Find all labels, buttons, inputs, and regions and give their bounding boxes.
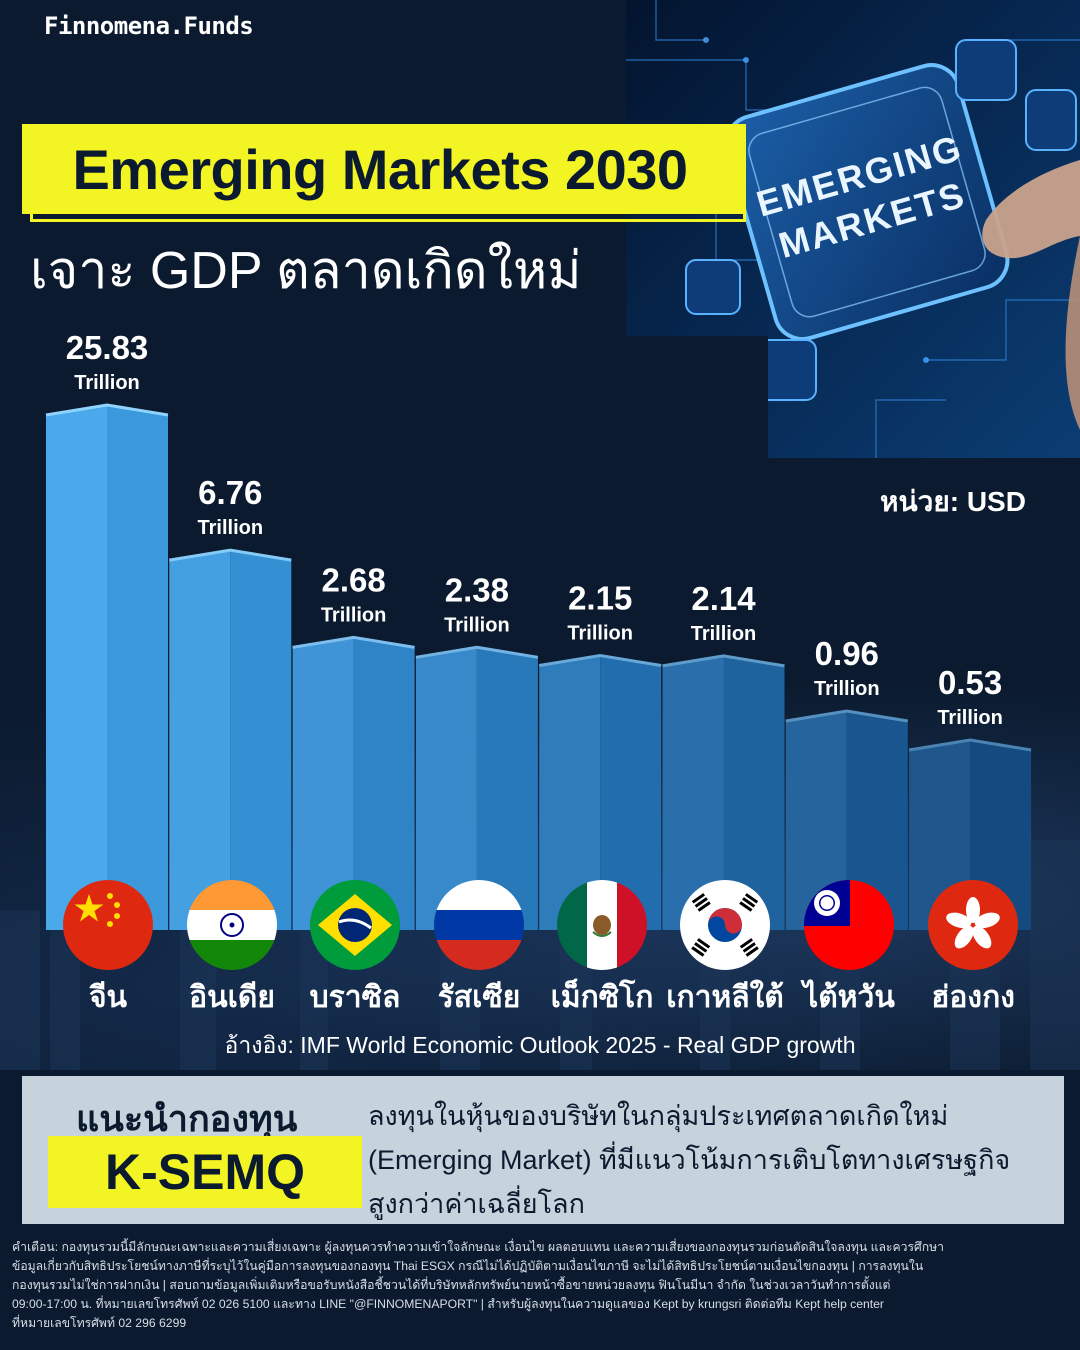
fund-description-line: สูงกว่าค่าเฉลี่ยโลก (368, 1189, 585, 1219)
unit-label: หน่วย: USD (880, 486, 1026, 517)
south-korea-flag-icon (680, 880, 770, 970)
bar-face-left (662, 655, 724, 930)
promo-label: แนะนำกองทุน (76, 1098, 298, 1139)
brand-logo: Finnomena.Funds (44, 12, 254, 40)
bar-value-label: 2.68 (321, 561, 385, 598)
bar-ridge (785, 709, 909, 723)
bar-ridge (169, 548, 292, 562)
country-label-south-korea: เกาหลีใต้ (666, 981, 784, 1014)
russia-flag-icon (434, 880, 524, 970)
page-title: Emerging Markets 2030 (72, 137, 688, 201)
disclaimer-line: กองทุนรวมไม่ใช่การฝากเงิน | สอบถามข้อมูล… (12, 1278, 891, 1292)
bar-ridge (662, 654, 785, 668)
bar-face-right (230, 550, 292, 930)
fund-description-line: ลงทุนในหุ้นของบริษัทในกลุ่มประเทศตลาดเกิ… (368, 1101, 949, 1131)
mexico-flag-icon (557, 880, 647, 970)
country-label-hong-kong: ฮ่องกง (931, 981, 1015, 1014)
india-flag-icon (187, 880, 277, 970)
bar-value-label: 2.38 (445, 571, 509, 608)
bar-ridge (45, 403, 169, 417)
bar-5 (662, 654, 785, 930)
disclaimer-line: ข้อมูลเกี่ยวกับสิทธิประโยชน์ทางภาษีที่ระ… (12, 1259, 924, 1273)
bar-face-right (600, 655, 662, 930)
bar-ridge (538, 654, 662, 668)
source-citation: อ้างอิง: IMF World Economic Outlook 2025… (224, 1032, 856, 1058)
bar-ridge (292, 635, 415, 649)
disclaimer: คำเตือน: กองทุนรวมนี้มีลักษณะเฉพาะและควา… (12, 1238, 1068, 1333)
bar-value-label: 6.76 (198, 474, 262, 511)
bar-ridge (908, 738, 1032, 752)
title-box (22, 124, 746, 214)
bar-unit-label: Trillion (691, 623, 757, 645)
bar-face-left (169, 550, 231, 930)
gdp-bar-chart: 25.83 Trillion 6.76 Trillion 2.68 Trillion 2.3… (45, 329, 1032, 930)
disclaimer-line: 09:00-17:00 น. ที่หมายเลขโทรศัพท์ 02 026… (12, 1297, 884, 1311)
country-label-china: จีน (88, 981, 128, 1014)
disclaimer-line: ที่หมายเลขโทรศัพท์ 02 296 6299 (12, 1316, 187, 1330)
bar-ridge (415, 645, 539, 659)
bar-6 (785, 709, 909, 930)
taiwan-flag-icon (804, 880, 894, 970)
fund-description: ลงทุนในหุ้นของบริษัทในกลุ่มประเทศตลาดเกิ… (368, 1094, 1048, 1226)
bar-face-left (415, 647, 477, 930)
country-label-russia: รัสเซีย (437, 981, 521, 1014)
bar-4 (538, 654, 662, 930)
bar-face-right (107, 405, 168, 930)
bar-face-left (785, 711, 847, 930)
country-label-brazil: บราซิล (309, 981, 401, 1014)
china-flag-icon (63, 880, 153, 970)
country-label-taiwan: ไต้หวัน (803, 981, 895, 1014)
bar-face-right (353, 637, 415, 930)
bar-face-left (292, 637, 354, 930)
hong-kong-flag-icon (928, 880, 1018, 970)
bar-face-right (846, 711, 908, 930)
bar-value-label: 0.53 (938, 664, 1002, 701)
bar-value-label: 2.14 (691, 580, 756, 617)
bar-unit-label: Trillion (814, 678, 880, 700)
hero-notch (626, 336, 768, 458)
bar-unit-label: Trillion (198, 517, 264, 539)
bar-unit-label: Trillion (321, 604, 387, 626)
country-label-mexico: เม็กซิโก (550, 981, 654, 1014)
country-label-india: อินเดีย (189, 981, 275, 1014)
bar-unit-label: Trillion (937, 707, 1003, 729)
bar-2 (292, 635, 415, 930)
bar-unit-label: Trillion (567, 623, 633, 645)
bar-1 (169, 548, 292, 930)
bar-value-label: 0.96 (815, 635, 879, 672)
bar-unit-label: Trillion (74, 372, 140, 394)
bar-value-label: 2.15 (568, 580, 632, 617)
bar-face-left (539, 655, 601, 930)
page-subtitle: เจาะ GDP ตลาดเกิดใหม่ (30, 242, 582, 300)
fund-name-badge: K-SEMQ (48, 1136, 362, 1208)
bar-3 (415, 645, 539, 930)
bar-face-left (46, 405, 107, 930)
bar-face-right (476, 647, 538, 930)
bar-unit-label: Trillion (444, 614, 510, 636)
bar-face-right (723, 655, 785, 930)
bar-value-label: 25.83 (66, 329, 149, 366)
bar-0 (45, 403, 169, 930)
fund-description-line: (Emerging Market) ที่มีแนวโน้มการเติบโตท… (368, 1145, 1011, 1175)
brazil-flag-icon (310, 880, 400, 970)
disclaimer-line: คำเตือน: กองทุนรวมนี้มีลักษณะเฉพาะและควา… (12, 1240, 944, 1254)
fund-recommendation-panel: แนะนำกองทุน K-SEMQ ลงทุนในหุ้นของบริษัทใ… (22, 1076, 1064, 1224)
